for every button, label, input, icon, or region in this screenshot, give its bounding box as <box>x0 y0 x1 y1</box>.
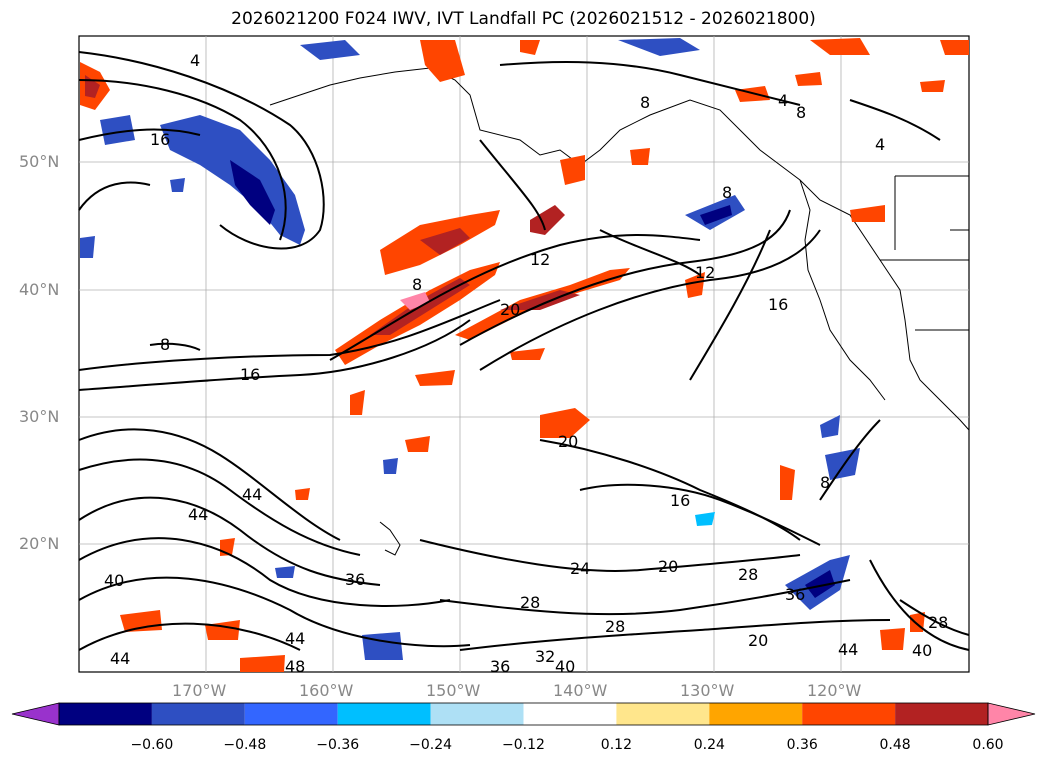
contour-label: 44 <box>188 505 208 524</box>
contour-label: 20 <box>658 557 678 576</box>
colorbar-segment <box>151 703 245 725</box>
contour-label: 28 <box>928 613 948 632</box>
contour-label-group: 4 16 8 8 12 20 8 16 12 16 8 4 4 8 44 44 … <box>104 51 948 676</box>
lat-label: 40°N <box>19 280 60 299</box>
colorbar-segments <box>11 702 1036 726</box>
contour-label: 8 <box>160 335 170 354</box>
colorbar-extend-right <box>987 702 1036 726</box>
lat-label: 20°N <box>19 534 60 553</box>
colorbar-tick-label: −0.48 <box>223 737 267 753</box>
colorbar-extend-left <box>11 702 60 726</box>
lat-label: 30°N <box>19 407 60 426</box>
lon-label: 140°W <box>553 681 608 700</box>
contour-label: 40 <box>912 641 932 660</box>
contour-label: 8 <box>640 93 650 112</box>
contour-label: 16 <box>240 365 260 384</box>
contours <box>78 51 970 651</box>
contour-label: 48 <box>285 657 305 676</box>
lon-label: 160°W <box>299 681 354 700</box>
contour-label: 12 <box>530 250 550 269</box>
contour-label: 44 <box>285 629 305 648</box>
contour-label: 8 <box>796 103 806 122</box>
colorbar-segment <box>430 703 524 725</box>
colorbar-segment <box>337 703 431 725</box>
contour-label: 28 <box>605 617 625 636</box>
shading-cool <box>80 38 860 660</box>
contour-label: 20 <box>748 631 768 650</box>
colorbar-tick-label: −0.24 <box>409 737 453 753</box>
colorbar-tick-label: 0.60 <box>972 737 1004 753</box>
contour-label: 16 <box>150 130 170 149</box>
lon-label: 170°W <box>172 681 227 700</box>
colorbar-tick-label: −0.12 <box>502 737 545 753</box>
colorbar-segment <box>802 703 896 725</box>
contour-label: 28 <box>738 565 758 584</box>
colorbar-segment <box>59 703 152 725</box>
colorbar-segment <box>523 703 617 725</box>
colorbar-tick-label: 0.36 <box>786 737 818 753</box>
chart-title: 2026021200 F024 IWV, IVT Landfall PC (20… <box>231 9 816 29</box>
contour-label: 24 <box>570 559 590 578</box>
lon-label: 130°W <box>680 681 735 700</box>
colorbar-tick-label: 0.48 <box>879 737 911 753</box>
map-plot: 4 16 8 8 12 20 8 16 12 16 8 4 4 8 44 44 … <box>78 35 970 676</box>
lon-label: 120°W <box>807 681 862 700</box>
colorbar-tick-label: −0.36 <box>316 737 360 753</box>
contour-label: 16 <box>670 491 690 510</box>
lat-label: 50°N <box>19 152 60 171</box>
contour-label: 40 <box>555 657 575 676</box>
colorbar-frame <box>58 702 989 726</box>
contour-label: 44 <box>242 485 262 504</box>
contour-label: 20 <box>500 300 520 319</box>
contour-label: 28 <box>520 593 540 612</box>
contour-label: 44 <box>838 640 858 659</box>
contour-label: 4 <box>875 135 885 154</box>
colorbar-segment <box>616 703 710 725</box>
colorbar-segment <box>709 703 803 725</box>
colorbar-tick-label: 0.12 <box>600 737 632 753</box>
colorbar-tick-label: −0.60 <box>130 737 174 753</box>
contour-label: 16 <box>768 295 788 314</box>
colorbar-segment <box>895 703 988 725</box>
colorbar-segment <box>244 703 338 725</box>
contour-label: 36 <box>785 585 805 604</box>
contour-label: 36 <box>345 570 365 589</box>
contour-label: 8 <box>412 275 422 294</box>
colorbar-tick-label: 0.24 <box>693 737 725 753</box>
contour-label: 4 <box>778 91 788 110</box>
contour-label: 40 <box>104 571 124 590</box>
contour-label: 36 <box>490 657 510 676</box>
lon-label: 150°W <box>426 681 481 700</box>
contour-label: 12 <box>695 263 715 282</box>
contour-label: 32 <box>535 647 555 666</box>
contour-label: 4 <box>190 51 200 70</box>
contour-label: 44 <box>110 649 130 668</box>
contour-label: 20 <box>558 432 578 451</box>
contour-label: 8 <box>722 183 732 202</box>
contour-label: 8 <box>820 473 830 492</box>
